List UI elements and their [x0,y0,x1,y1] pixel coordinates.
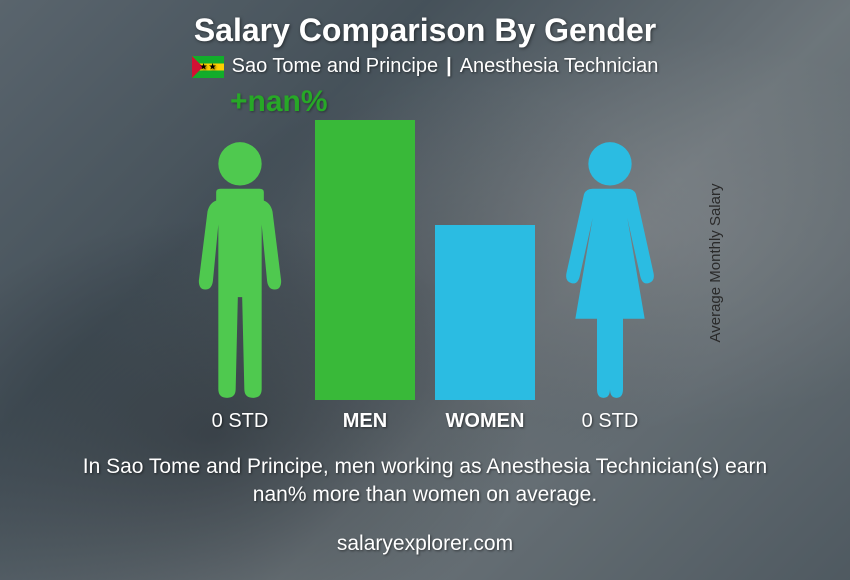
subtitle-row: ★★ Sao Tome and Principe | Anesthesia Te… [192,55,659,78]
description-text: In Sao Tome and Principe, men working as… [75,453,775,510]
man-figure-group: 0 STD [185,140,295,433]
women-bar [435,225,535,400]
woman-figure-group: 0 STD [555,140,665,433]
content-wrapper: Salary Comparison By Gender ★★ Sao Tome … [0,0,850,580]
man-icon [185,140,295,400]
men-bar [315,120,415,400]
flag-stars: ★★ [199,62,217,71]
woman-icon [555,140,665,400]
men-value: 0 STD [212,410,269,433]
men-bar-group: MEN [315,120,415,433]
chart-area: +nan% 0 STD MEN WOMEN [75,93,775,433]
chart-group: 0 STD MEN WOMEN 0 STD [185,120,665,433]
country-label: Sao Tome and Principe [232,55,438,78]
y-axis-label: Average Monthly Salary [707,184,724,343]
flag-icon: ★★ [192,56,224,78]
women-label: WOMEN [446,410,525,433]
men-label: MEN [343,410,387,433]
women-bar-group: WOMEN [435,225,535,433]
occupation-label: Anesthesia Technician [460,55,659,78]
women-value: 0 STD [582,410,639,433]
footer-attribution: salaryexplorer.com [337,532,513,556]
separator: | [446,55,452,78]
page-title: Salary Comparison By Gender [194,12,656,49]
percent-diff-label: +nan% [230,85,328,119]
